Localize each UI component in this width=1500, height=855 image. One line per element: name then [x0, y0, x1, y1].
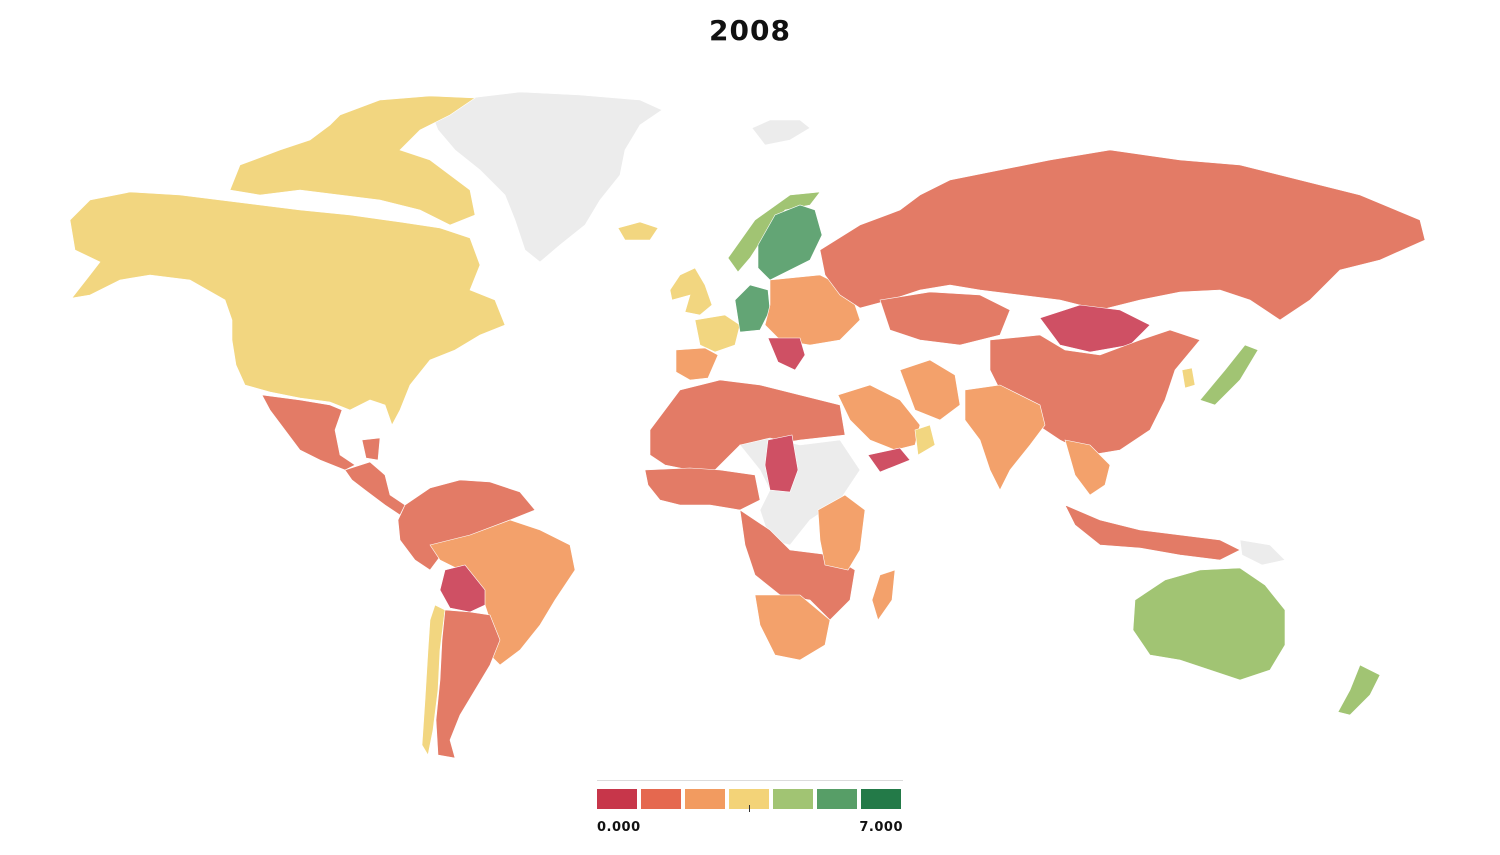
legend-rule — [597, 780, 903, 781]
legend-swatch-1 — [597, 789, 637, 809]
region-argentina — [435, 609, 501, 759]
region-bolivia — [439, 564, 486, 613]
region-greenland — [429, 91, 663, 263]
world-choropleth-map — [69, 91, 1426, 759]
region-chile — [421, 604, 446, 756]
region-svalbard — [751, 119, 811, 146]
legend-swatch-7 — [861, 789, 901, 809]
region-nordics — [757, 204, 823, 281]
region-central-africa — [739, 509, 856, 621]
legend-max-label: 7.000 — [859, 820, 903, 835]
region-korea — [1181, 367, 1196, 389]
legend-swatches — [597, 789, 901, 809]
legend-swatch-4 — [729, 789, 769, 809]
legend-midpoint-tick — [749, 805, 750, 812]
region-indonesia — [1064, 504, 1241, 561]
region-iceland — [617, 221, 659, 241]
legend-min-label: 0.000 — [597, 820, 641, 835]
countries — [69, 91, 1426, 759]
region-yemen — [867, 447, 911, 473]
region-new-zealand — [1337, 664, 1381, 716]
legend-swatch-6 — [817, 789, 857, 809]
region-southern-africa — [754, 594, 831, 661]
region-balkans — [767, 337, 806, 371]
region-east-africa — [817, 494, 866, 571]
region-canada-arctic — [229, 95, 476, 226]
legend-swatch-3 — [685, 789, 725, 809]
region-uk-ireland — [669, 267, 713, 316]
region-middle-east — [837, 384, 921, 451]
region-north-africa — [649, 379, 846, 471]
region-russia — [819, 149, 1426, 321]
region-southeast-asia — [1064, 439, 1111, 496]
region-central-america — [344, 461, 406, 516]
region-north-america — [69, 191, 506, 426]
region-mexico — [261, 394, 356, 471]
region-madagascar — [871, 569, 896, 621]
region-australia — [1132, 567, 1286, 681]
region-western-europe — [694, 314, 741, 353]
region-mongolia — [1039, 304, 1151, 353]
region-caribbean — [361, 437, 381, 461]
region-india — [964, 384, 1046, 491]
region-oman — [914, 424, 936, 456]
region-iberia — [675, 347, 719, 381]
region-iran — [899, 359, 961, 421]
region-west-africa — [644, 467, 761, 511]
region-kazakhstan — [879, 291, 1011, 346]
region-png — [1239, 539, 1286, 566]
region-japan — [1199, 344, 1259, 406]
legend-swatch-2 — [641, 789, 681, 809]
map-title: 2008 — [709, 14, 791, 47]
legend-swatch-5 — [773, 789, 813, 809]
color-legend: 0.000 7.000 — [597, 778, 903, 838]
region-chad — [764, 434, 799, 493]
